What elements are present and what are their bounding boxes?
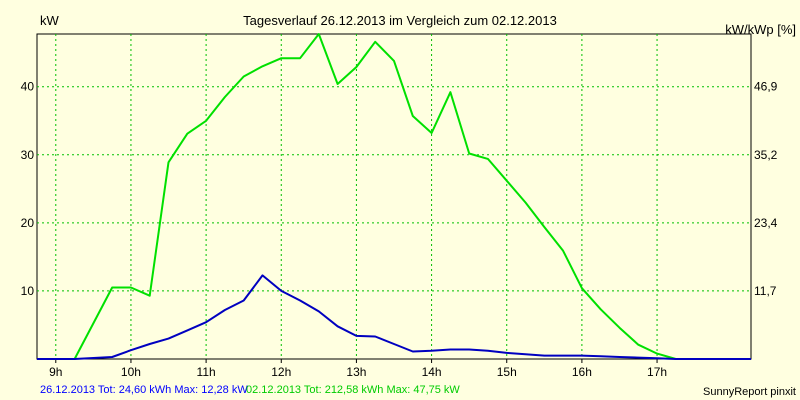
x-tick-label: 16h [572,365,592,379]
y-tick-label-left: 10 [21,284,35,298]
y-tick-label-right: 35,2 [754,148,778,162]
y-tick-label-right: 46,9 [754,80,778,94]
tick-labels: 9h 10h 11h 12h 13h 14h 15h 16h 17h 10 20 30 40 11,7 23… [21,80,778,379]
series-line-0 [37,33,751,360]
y-tick-label-right: 23,4 [754,216,778,230]
x-tick-label: 12h [271,365,291,379]
y-tick-label-left: 40 [21,80,35,94]
series-line-1 [37,274,751,360]
y-tick-label-right: 11,7 [754,284,777,298]
x-tick-label: 9h [49,365,62,379]
y-tick-label-left: 30 [21,148,35,162]
x-tick-label: 13h [346,365,366,379]
x-tick-label: 14h [422,365,442,379]
y-axis-left-label: kW [40,13,60,28]
y-tick-label-left: 20 [21,216,35,230]
x-tick-label: 10h [121,365,141,379]
series-lines [37,33,751,360]
y-axis-right-label: kW/kWp [%] [725,22,796,37]
x-tick-label: 17h [647,365,667,379]
plot-area [36,33,752,360]
footer-series-26-12-2013: 26.12.2013 Tot: 24,60 kWh Max: 12,28 kW [40,384,248,396]
grid-lines [37,34,751,363]
footer-credit: SunnyReport pinxit [703,386,796,398]
x-tick-label: 11h [197,365,216,379]
chart-title: Tagesverlauf 26.12.2013 im Vergleich zum… [243,13,557,28]
footer-series-02-12-2013: 02.12.2013 Tot: 212,58 kWh Max: 47,75 kW [246,384,460,396]
x-tick-label: 15h [497,365,517,379]
